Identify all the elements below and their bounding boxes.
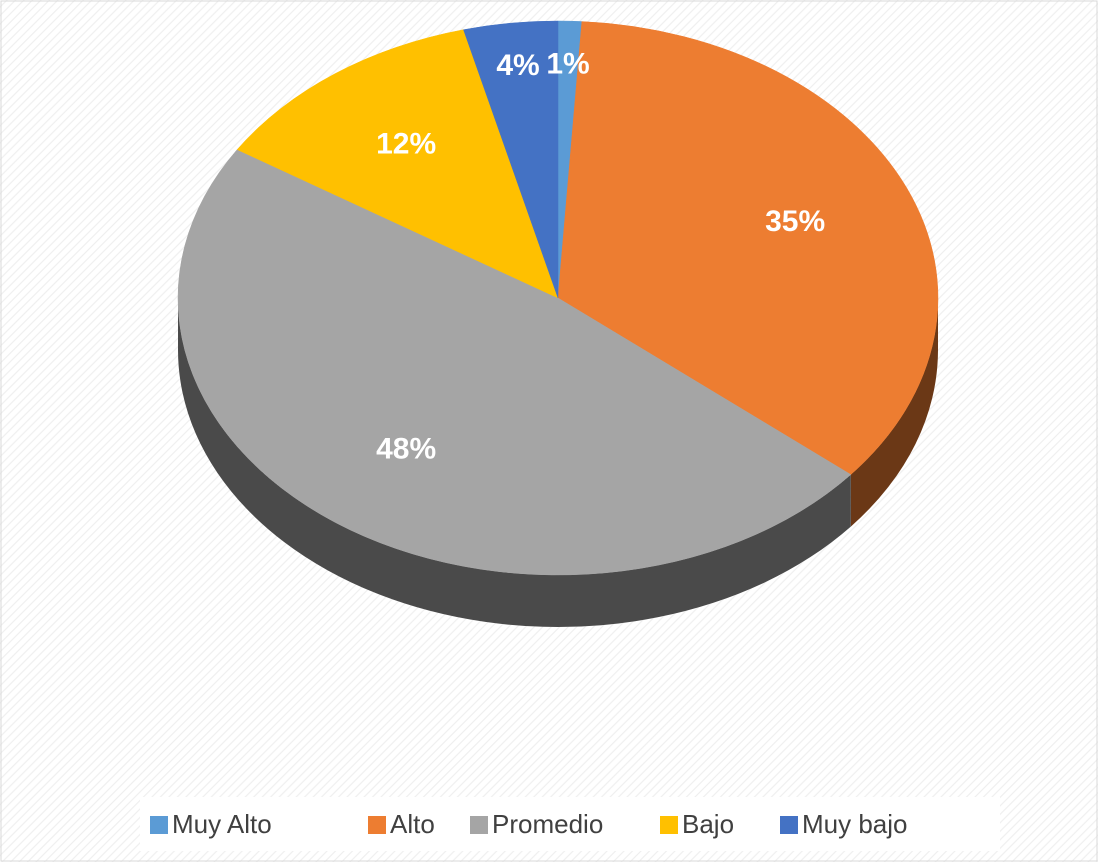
legend-swatch [660,816,678,834]
slice [463,20,559,299]
slice-side [850,298,938,527]
slice [236,29,559,299]
legend-swatch [780,816,798,834]
data-label: 1% [546,47,589,80]
legend-swatch [470,816,488,834]
legend-box [140,797,1000,851]
legend-swatch [150,816,168,834]
data-label: 35% [765,205,825,238]
data-label: 48% [376,432,436,465]
data-label: 12% [376,128,436,161]
slice [177,149,852,576]
slice [557,21,939,475]
legend-label: Promedio [492,809,603,839]
data-label: 4% [496,49,539,82]
legend-label: Alto [390,809,435,839]
slice-side [178,298,851,628]
legend-label: Bajo [682,809,734,839]
legend-label: Muy bajo [802,809,908,839]
legend-label: Muy Alto [172,809,272,839]
legend-swatch [368,816,386,834]
